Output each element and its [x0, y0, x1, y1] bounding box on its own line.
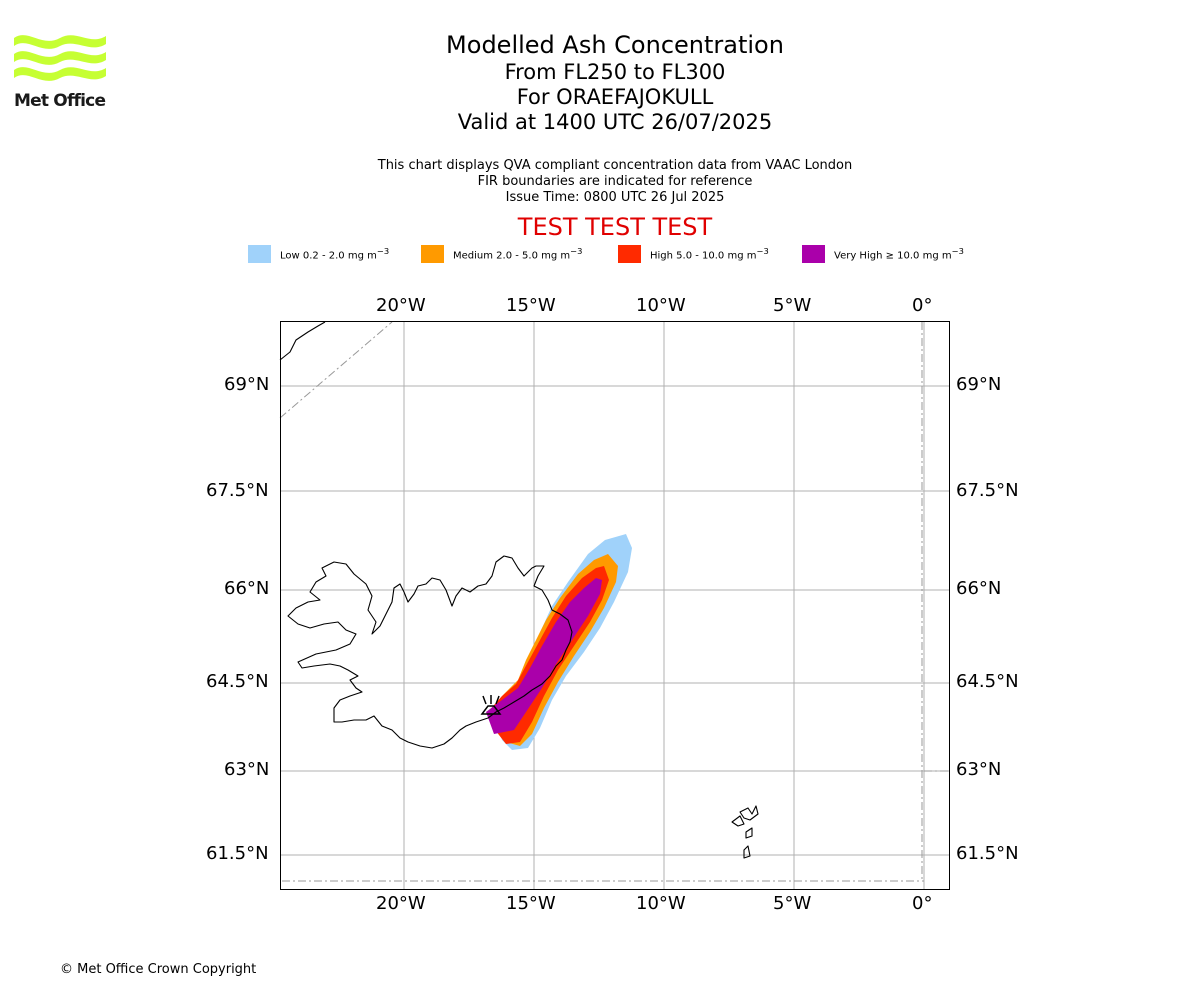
- ash-plume: [486, 534, 632, 750]
- lon-tick-top: 5°W: [773, 295, 812, 316]
- legend-label-very-high: Very High ≥ 10.0 mg m−3: [834, 246, 964, 262]
- lat-tick-right: 64.5°N: [956, 671, 1019, 692]
- lon-tick-top: 20°W: [376, 295, 426, 316]
- issue-time: Issue Time: 0800 UTC 26 Jul 2025: [505, 190, 725, 205]
- lon-tick-bottom: 15°W: [506, 893, 556, 914]
- faroe-islands: [731, 805, 759, 859]
- lat-tick-left: 63°N: [224, 759, 270, 780]
- greenland-coast: [279, 321, 326, 361]
- lat-tick-right: 66°N: [956, 578, 1002, 599]
- legend-high: High 5.0 - 10.0 mg m−3: [618, 244, 769, 264]
- lat-tick-left: 67.5°N: [206, 480, 269, 501]
- ash-very-high: [486, 578, 602, 734]
- graticule: [280, 321, 950, 889]
- legend-very-high: Very High ≥ 10.0 mg m−3: [802, 244, 964, 264]
- lat-tick-right: 63°N: [956, 759, 1002, 780]
- lon-tick-bottom: 20°W: [376, 893, 426, 914]
- valid-time: Valid at 1400 UTC 26/07/2025: [457, 110, 773, 134]
- lon-tick-bottom: 10°W: [636, 893, 686, 914]
- lat-tick-right: 67.5°N: [956, 480, 1019, 501]
- legend-label-high: High 5.0 - 10.0 mg m−3: [650, 246, 769, 262]
- chart-notes: This chart displays QVA compliant concen…: [0, 158, 1200, 206]
- volcano-name: For ORAEFAJOKULL: [516, 85, 714, 109]
- lon-tick-top: 10°W: [636, 295, 686, 316]
- volcano-icon: [480, 695, 502, 715]
- lat-tick-right: 61.5°N: [956, 843, 1019, 864]
- legend-label-low: Low 0.2 - 2.0 mg m−3: [280, 246, 390, 262]
- legend-label-medium: Medium 2.0 - 5.0 mg m−3: [453, 246, 583, 262]
- qva-note: This chart displays QVA compliant concen…: [377, 158, 853, 173]
- map-frame: [280, 321, 950, 890]
- lon-tick-top: 15°W: [506, 295, 556, 316]
- chart-header: Modelled Ash Concentration From FL250 to…: [0, 30, 1200, 135]
- flight-levels: From FL250 to FL300: [504, 60, 726, 84]
- met-office-logo: [14, 35, 106, 81]
- lon-tick-bottom: 5°W: [773, 893, 812, 914]
- copyright-notice: © Met Office Crown Copyright: [60, 962, 257, 977]
- fir-boundaries: [279, 321, 950, 882]
- lat-tick-left: 64.5°N: [206, 671, 269, 692]
- fir-note: FIR boundaries are indicated for referen…: [477, 174, 753, 189]
- legend-medium: Medium 2.0 - 5.0 mg m−3: [421, 244, 582, 264]
- coastlines: [279, 321, 759, 859]
- legend-low: Low 0.2 - 2.0 mg m−3: [248, 244, 389, 264]
- lon-tick-bottom: 0°: [912, 893, 933, 914]
- lat-tick-right: 69°N: [956, 374, 1002, 395]
- lat-tick-left: 69°N: [224, 374, 270, 395]
- legend-swatch-high: [618, 245, 641, 263]
- test-banner: TEST TEST TEST: [517, 213, 713, 241]
- logo-wordmark: Met Office: [14, 91, 106, 111]
- lon-tick-top: 0°: [912, 295, 933, 316]
- legend-swatch-very-high: [802, 245, 825, 263]
- lat-tick-left: 61.5°N: [206, 843, 269, 864]
- legend-swatch-low: [248, 245, 271, 263]
- lat-tick-left: 66°N: [224, 578, 270, 599]
- chart-title: Modelled Ash Concentration: [446, 31, 784, 59]
- iceland-coastline: [287, 555, 573, 749]
- legend-swatch-medium: [421, 245, 444, 263]
